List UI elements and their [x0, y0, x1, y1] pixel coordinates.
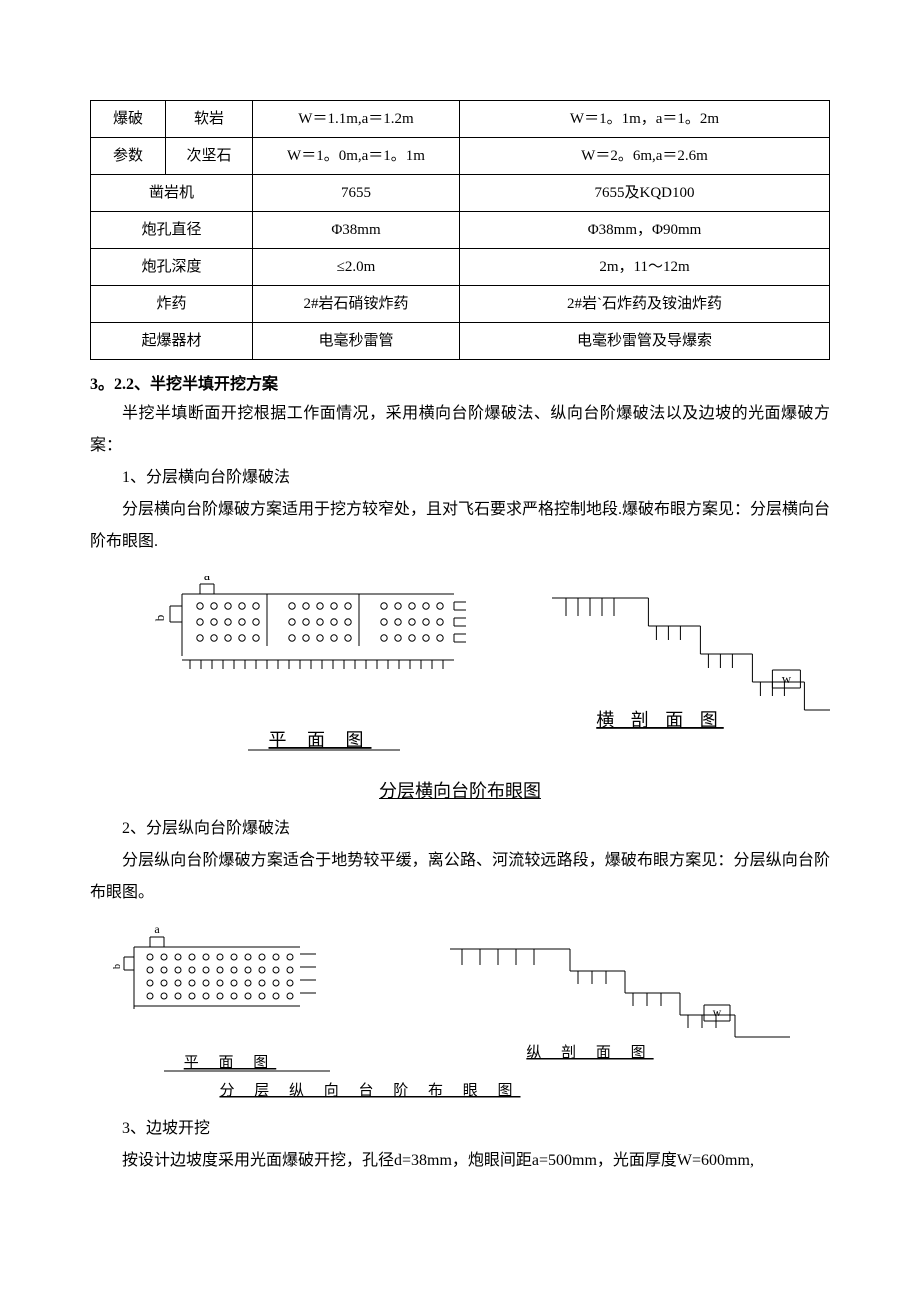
paragraph: 分层横向台阶爆破方案适用于挖方较窄处，且对飞石要求严格控制地段.爆破布眼方案见：… — [90, 494, 830, 558]
paragraph: 按设计边坡度采用光面爆破开挖，孔径d=38mm，炮眼间距a=500mm，光面厚度… — [90, 1145, 830, 1177]
blast-params-table: 爆破 软岩 W＝1.1m,a＝1.2m W＝1。1m，a＝1。2m 参数 次坚石… — [90, 100, 830, 360]
cell: 2#岩`石炸药及铵油炸药 — [460, 286, 830, 323]
cell: 7655 — [253, 175, 460, 212]
cell: W＝1。0m,a＝1。1m — [253, 138, 460, 175]
paragraph: 1、分层横向台阶爆破法 — [90, 462, 830, 494]
svg-text:w: w — [713, 1005, 722, 1019]
cell: 炮孔深度 — [91, 249, 253, 286]
cell: 参数 — [91, 138, 166, 175]
cell: 软岩 — [166, 101, 253, 138]
svg-text:b: b — [152, 615, 167, 622]
diagram-svg: a b w 平 面 图 横 剖 面 图 — [90, 576, 830, 766]
svg-text:b: b — [112, 964, 123, 969]
cell: 电毫秒雷管及导爆索 — [460, 323, 830, 360]
cell: 凿岩机 — [91, 175, 253, 212]
table-row: 参数 次坚石 W＝1。0m,a＝1。1m W＝2。6m,a＝2.6m — [91, 138, 830, 175]
table-row: 炮孔直径 Φ38mm Φ38mm，Φ90mm — [91, 212, 830, 249]
cell: ≤2.0m — [253, 249, 460, 286]
document-page: 爆破 软岩 W＝1.1m,a＝1.2m W＝1。1m，a＝1。2m 参数 次坚石… — [0, 0, 920, 1302]
diagram-horizontal-bench: a b w 平 面 图 横 剖 面 图 — [90, 576, 830, 771]
svg-text:w: w — [782, 671, 792, 686]
cell: W＝1。1m，a＝1。2m — [460, 101, 830, 138]
cell: 7655及KQD100 — [460, 175, 830, 212]
svg-text:纵 剖 面 图: 纵 剖 面 图 — [526, 1044, 653, 1061]
diagram-title: 分层横向台阶布眼图 — [90, 777, 830, 803]
cell: 炮孔直径 — [91, 212, 253, 249]
cell: W＝2。6m,a＝2.6m — [460, 138, 830, 175]
cell: Φ38mm，Φ90mm — [460, 212, 830, 249]
table-row: 起爆器材 电毫秒雷管 电毫秒雷管及导爆索 — [91, 323, 830, 360]
cell: 2m，11～12m — [460, 249, 830, 286]
svg-text:分 层 纵 向 台 阶 布 眼 图: 分 层 纵 向 台 阶 布 眼 图 — [219, 1082, 520, 1099]
svg-text:平 面 图: 平 面 图 — [184, 1054, 277, 1071]
cell: Φ38mm — [253, 212, 460, 249]
svg-text:a: a — [204, 576, 211, 584]
svg-text:a: a — [154, 927, 160, 936]
cell: 2#岩石硝铵炸药 — [253, 286, 460, 323]
svg-text:平 面 图: 平 面 图 — [269, 730, 372, 750]
svg-text:横 剖 面 图: 横 剖 面 图 — [596, 710, 724, 730]
table-row: 炮孔深度 ≤2.0m 2m，11～12m — [91, 249, 830, 286]
table-row: 炸药 2#岩石硝铵炸药 2#岩`石炸药及铵油炸药 — [91, 286, 830, 323]
paragraph: 3、边坡开挖 — [90, 1113, 830, 1145]
cell: W＝1.1m,a＝1.2m — [253, 101, 460, 138]
section-heading: 3。2.2、半挖半填开挖方案 — [90, 370, 830, 394]
paragraph: 2、分层纵向台阶爆破法 — [90, 813, 830, 845]
table-row: 爆破 软岩 W＝1.1m,a＝1.2m W＝1。1m，a＝1。2m — [91, 101, 830, 138]
table-row: 凿岩机 7655 7655及KQD100 — [91, 175, 830, 212]
cell: 次坚石 — [166, 138, 253, 175]
diagram-svg: a b w 平 面 图 纵 剖 面 图分 层 纵 向 台 阶 布 眼 图 — [90, 927, 830, 1102]
cell: 起爆器材 — [91, 323, 253, 360]
diagram-vertical-bench: a b w 平 面 图 纵 剖 面 图分 层 纵 向 台 阶 布 眼 图 — [90, 927, 830, 1107]
cell: 爆破 — [91, 101, 166, 138]
cell: 电毫秒雷管 — [253, 323, 460, 360]
paragraph: 分层纵向台阶爆破方案适合于地势较平缓，离公路、河流较远路段，爆破布眼方案见：分层… — [90, 845, 830, 909]
paragraph: 半挖半填断面开挖根据工作面情况，采用横向台阶爆破法、纵向台阶爆破法以及边坡的光面… — [90, 398, 830, 462]
cell: 炸药 — [91, 286, 253, 323]
